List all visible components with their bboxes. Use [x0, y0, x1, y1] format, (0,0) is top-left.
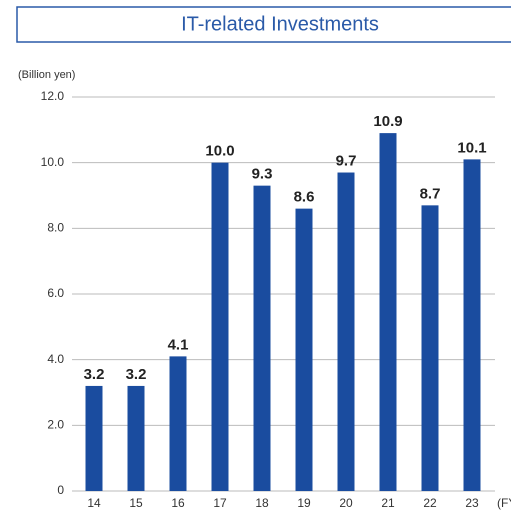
- x-tick-label: 19: [297, 496, 311, 510]
- bar: [379, 133, 397, 491]
- data-label: 10.9: [373, 113, 402, 130]
- x-axis-label: (FY): [497, 496, 511, 510]
- x-tick-label: 23: [465, 496, 479, 510]
- bar: [463, 159, 481, 491]
- bar: [169, 356, 187, 491]
- y-tick-label: 0: [57, 483, 64, 497]
- data-label: 9.3: [252, 166, 273, 183]
- bar: [337, 172, 355, 491]
- y-tick-label: 2.0: [47, 418, 64, 432]
- data-label: 3.2: [84, 366, 105, 383]
- data-label: 9.7: [336, 152, 357, 169]
- data-label: 8.6: [294, 189, 315, 206]
- bar: [253, 185, 271, 491]
- bar: [295, 208, 313, 491]
- x-tick-label: 18: [255, 496, 269, 510]
- x-tick-label: 16: [171, 496, 185, 510]
- data-label: 8.7: [420, 185, 441, 202]
- x-tick-label: 14: [87, 496, 101, 510]
- title-box: [16, 6, 511, 43]
- x-tick-label: 20: [339, 496, 353, 510]
- x-tick-label: 21: [381, 496, 395, 510]
- data-label: 3.2: [126, 366, 147, 383]
- y-axis-label: (Billion yen): [18, 69, 75, 81]
- y-tick-label: 6.0: [47, 286, 64, 300]
- bar: [421, 205, 439, 491]
- y-tick-label: 8.0: [47, 221, 64, 235]
- data-label: 4.1: [168, 336, 189, 353]
- chart-title: IT-related Investments: [181, 13, 379, 35]
- x-tick-label: 15: [129, 496, 143, 510]
- data-label: 10.0: [205, 143, 234, 160]
- data-label: 10.1: [457, 139, 486, 156]
- y-tick-label: 12.0: [41, 89, 65, 103]
- bar: [85, 385, 103, 491]
- x-tick-label: 22: [423, 496, 437, 510]
- bar: [127, 385, 145, 491]
- x-tick-label: 17: [213, 496, 227, 510]
- y-tick-label: 10.0: [41, 155, 65, 169]
- y-tick-label: 4.0: [47, 352, 64, 366]
- bar: [211, 162, 229, 491]
